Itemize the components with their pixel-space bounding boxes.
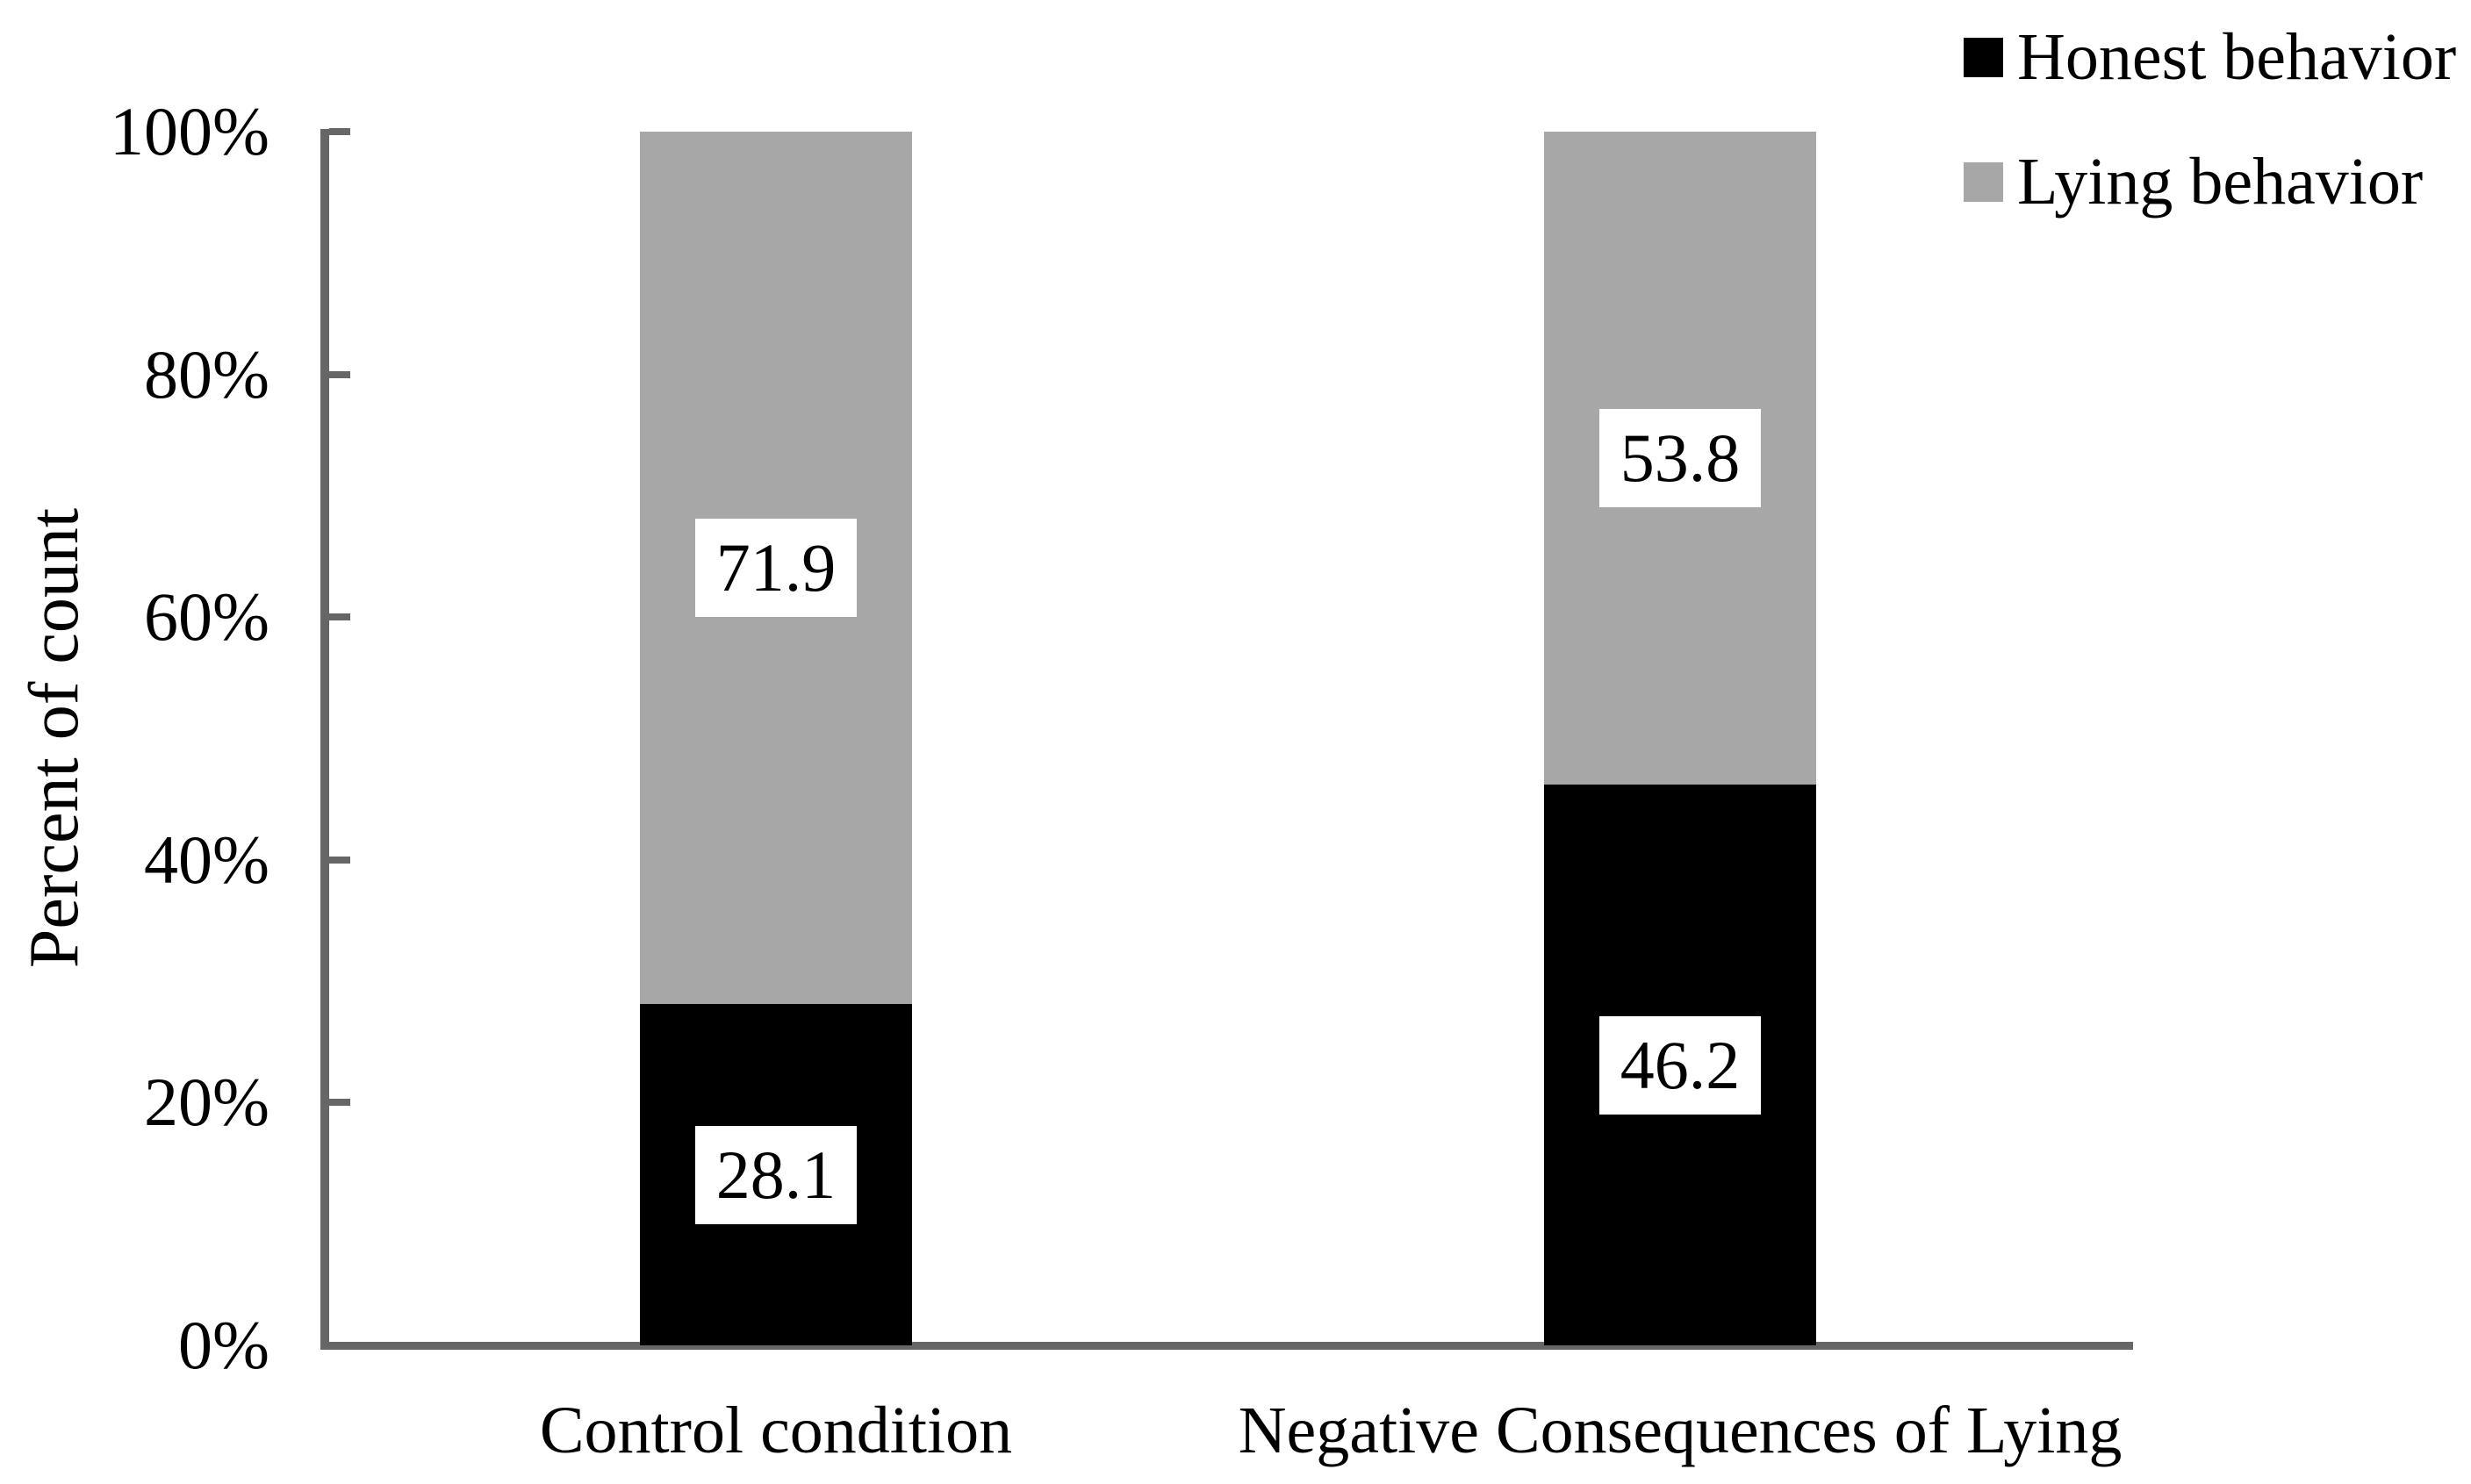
legend-label-honest: Honest behavior xyxy=(2017,20,2457,94)
data-label-control-lying: 71.9 xyxy=(695,519,857,618)
y-tick-mark xyxy=(329,370,350,378)
x-category-label-control: Control condition xyxy=(539,1394,1013,1467)
legend-item-lying: Lying behavior xyxy=(1964,133,2423,230)
y-axis-title: Percent of count xyxy=(16,507,93,969)
y-tick-label: 40% xyxy=(144,821,269,898)
x-category-label-negative-consequences: Negative Consequences of Lying xyxy=(1238,1394,2123,1467)
legend-item-honest: Honest behavior xyxy=(1964,9,2456,105)
y-tick-mark xyxy=(329,613,350,621)
x-axis-line xyxy=(320,1342,2133,1350)
y-tick-label: 20% xyxy=(144,1064,269,1141)
legend-swatch-lying xyxy=(1964,161,2003,202)
legend-label-lying: Lying behavior xyxy=(2017,145,2424,219)
y-tick-mark xyxy=(329,1099,350,1107)
data-label-control-honest: 28.1 xyxy=(695,1125,857,1224)
data-label-negative-consequences-lying: 53.8 xyxy=(1599,409,1761,508)
y-axis-line xyxy=(320,129,329,1350)
legend-swatch-honest xyxy=(1964,37,2003,77)
data-label-negative-consequences-honest: 46.2 xyxy=(1599,1015,1761,1115)
y-tick-label: 0% xyxy=(178,1307,269,1383)
y-tick-mark xyxy=(329,856,350,864)
y-tick-mark xyxy=(329,128,350,135)
y-tick-label: 80% xyxy=(144,335,269,412)
y-tick-label: 100% xyxy=(110,93,269,169)
y-tick-label: 60% xyxy=(144,578,269,656)
